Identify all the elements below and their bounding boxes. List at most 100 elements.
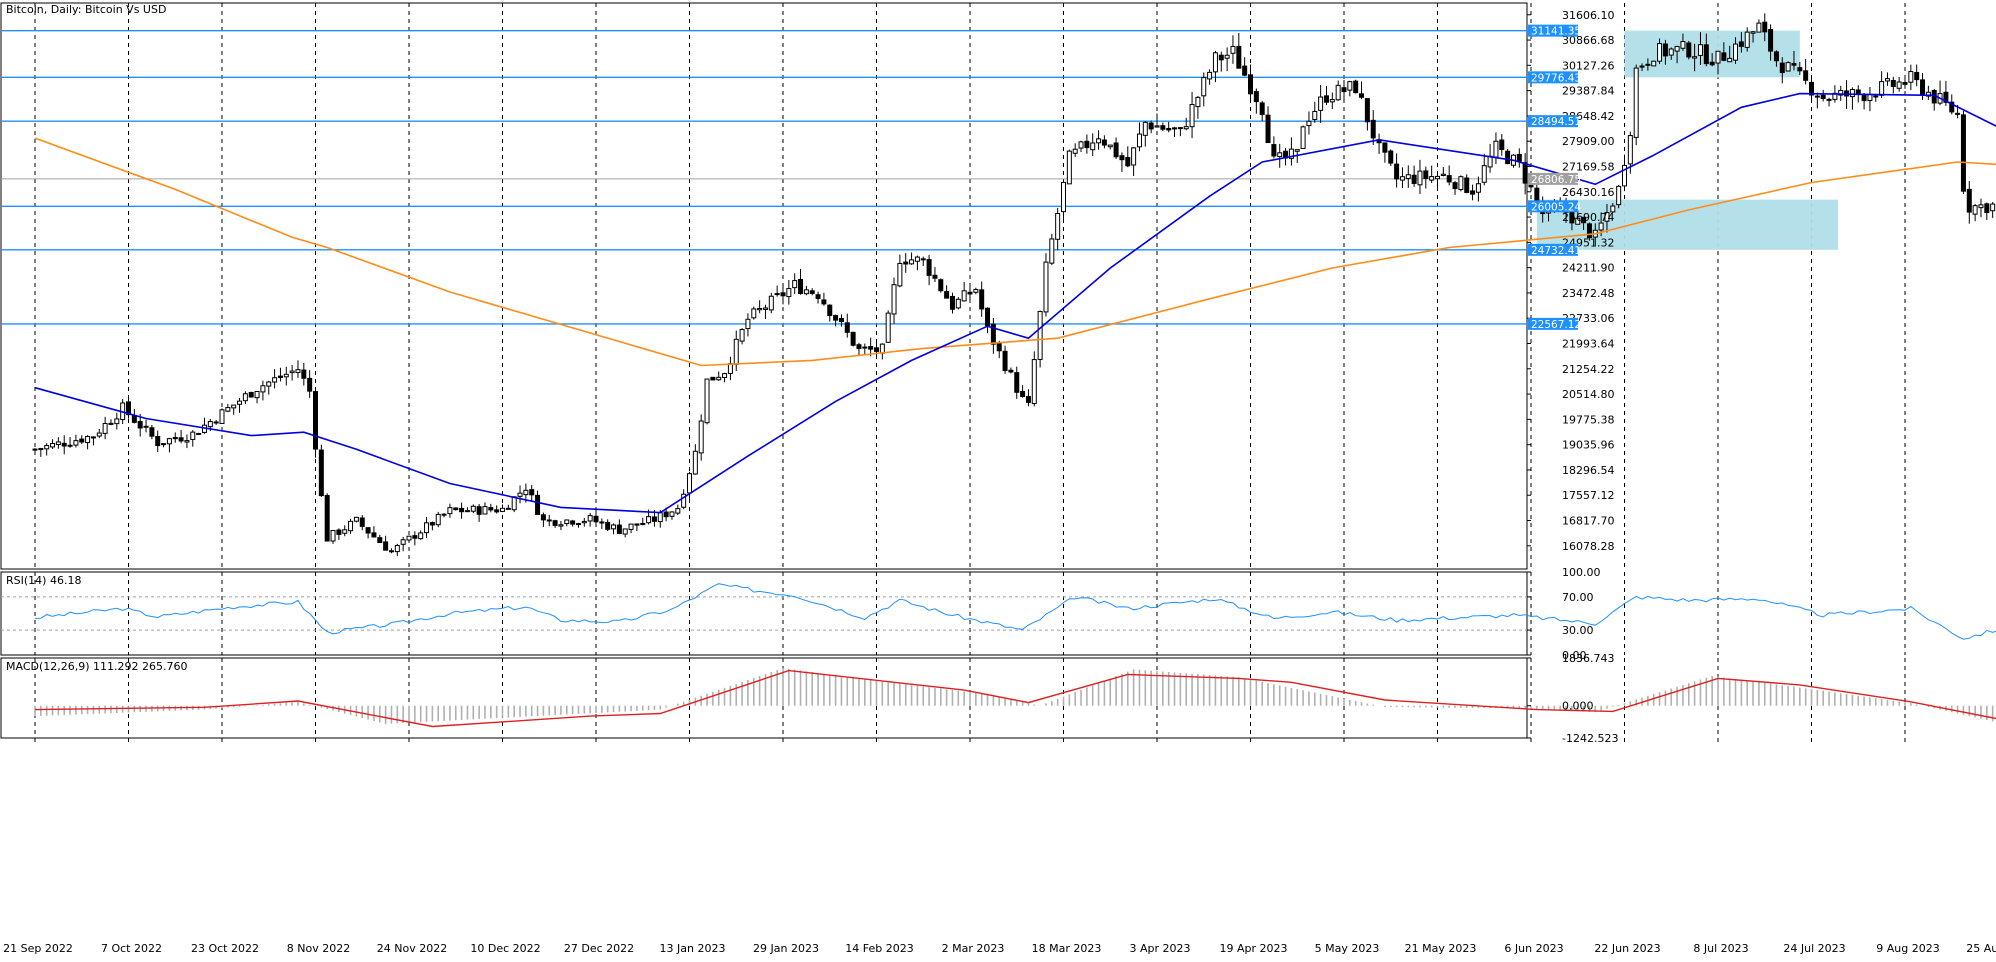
candle-body [517,492,523,497]
y-tick-label: 19035.96 [1562,439,1615,452]
candle-body [131,415,137,423]
candle-body [266,381,272,387]
x-tick-label: 24 Jul 2023 [1783,942,1845,955]
candle-body [149,427,155,437]
candle-body [435,513,441,526]
candle-body [277,375,283,378]
candle-body [1323,95,1329,103]
candle-body [1849,88,1855,98]
candle-body [1738,41,1744,47]
candle-body [313,391,318,450]
candle-body [1160,125,1166,130]
y-tick-label: 24211.90 [1562,262,1615,275]
candle-body [1177,127,1183,130]
candle-body [833,314,839,321]
candle-body [412,535,418,539]
candle-body [353,516,359,522]
candle-body [1335,84,1341,101]
candle-body [704,378,710,424]
pane-frame-2 [0,571,1528,656]
candle-body [143,425,149,428]
price-level-tag-bg [1528,172,1578,185]
candle-body [903,261,909,265]
candle-body [330,529,336,542]
candle-body [470,505,476,512]
candle-body [1873,95,1879,98]
candle-body [1884,78,1890,82]
ma-fast-line [34,92,1996,514]
candle-body [254,390,260,399]
candle-body [1440,173,1446,176]
candle-body [1966,188,1972,213]
candle-body [605,521,611,530]
candle-body [172,436,178,440]
candle-body [1224,54,1230,59]
x-tick-label: 23 Oct 2022 [191,942,259,955]
candle-body [1680,41,1686,49]
candle-body [248,391,254,398]
candle-body [1008,369,1014,373]
candle-body [394,544,400,553]
candle-body [500,507,505,512]
candle-body [616,524,622,534]
candle-body [1306,120,1312,127]
candle-body [1528,184,1534,188]
candle-body [955,298,961,309]
candle-body [324,495,330,542]
candle-body [1055,212,1061,240]
candle-body [166,438,172,445]
candle-body [1329,99,1335,103]
candle-body [1230,45,1236,54]
candle-body [1014,372,1020,393]
candle-body [1341,87,1347,93]
candle-body [1809,81,1814,96]
candle-body [85,435,91,444]
candle-body [1148,122,1154,130]
candle-body [768,295,774,311]
candle-body [821,299,827,305]
candle-body [225,407,231,412]
candle-body [1762,21,1768,33]
candle-body [400,539,406,545]
candle-body [745,318,751,330]
candle-body [1803,70,1809,81]
candle-body [1388,150,1394,164]
y-tick-label: 27909.00 [1562,135,1615,148]
candle-body [1470,190,1476,195]
candle-body [727,363,733,374]
candle-body [295,369,301,374]
candle-body [681,493,687,508]
price-level-tag: 24732.41 [1531,245,1581,257]
candle-body [687,473,692,494]
candle-body [1452,182,1458,190]
price-level-tag: 28494.51 [1531,116,1581,128]
candle-body [973,289,979,293]
candle-body [885,312,891,343]
x-tick-label: 19 Apr 2023 [1219,942,1287,955]
candle-body [1072,148,1078,154]
y-tick-label: 29387.84 [1562,85,1615,98]
candle-body [1131,147,1137,166]
candle-body [967,291,973,295]
candle-body [862,346,868,349]
candle-body [663,511,669,518]
rsi-tick-label: 30.00 [1562,624,1594,637]
candle-body [1405,174,1411,179]
candle-body [961,290,967,302]
candle-body [1978,204,1984,209]
candle-body [920,258,926,261]
candle-body [1347,81,1353,91]
price-level-tag: 31141.35 [1531,26,1581,38]
y-tick-label: 19775.38 [1562,413,1615,426]
candle-body [1031,359,1037,405]
price-level-tag: 22567.12 [1531,319,1581,331]
candle-body [102,423,108,434]
x-tick-label: 6 Jun 2023 [1504,942,1563,955]
candle-body [242,393,248,402]
ma-slow-line [34,137,1996,367]
candle-body [1920,79,1926,96]
candle-body [803,289,809,295]
candle-body [55,441,61,446]
candle-body [1505,150,1511,165]
candle-body [1277,152,1283,158]
